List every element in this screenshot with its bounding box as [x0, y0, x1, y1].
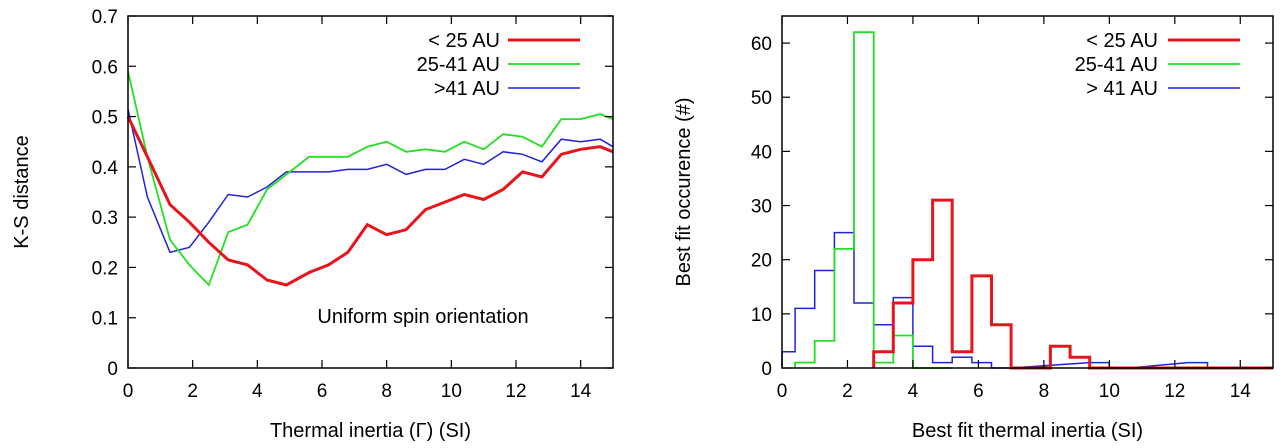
left-annotation: Uniform spin orientation [317, 306, 528, 328]
right-axis-ticks: 0 2 4 6 8 10 12 14 0 10 20 30 40 50 60 [751, 16, 1273, 402]
right-x-tick-label: 6 [973, 381, 984, 402]
right-series-line-2 [794, 31, 953, 369]
right-series-line-3 [781, 231, 1228, 369]
right-y-tick-label: 60 [751, 34, 772, 55]
left-x-tick-label: 12 [505, 381, 526, 402]
right-y-tick-label: 50 [751, 88, 772, 109]
right-series-group [781, 31, 1273, 370]
right-legend-label-1: < 25 AU [1086, 30, 1158, 52]
left-chart: 0 2 4 6 8 10 12 14 0 0.1 0.2 0.3 0.4 0.5 0.6 0.7 Therma… [11, 7, 614, 442]
left-y-tick-label: 0.3 [92, 208, 118, 229]
left-series-line-3 [127, 108, 614, 254]
right-y-tick-label: 30 [751, 197, 772, 218]
right-x-axis-label: Best fit thermal inertia (SI) [912, 420, 1143, 442]
left-x-tick-label: 6 [317, 381, 328, 402]
left-legend-label-1: < 25 AU [428, 30, 500, 52]
left-legend-label-2: 25-41 AU [417, 54, 500, 76]
left-series-line-1 [126, 115, 614, 287]
right-series-line-1 [872, 198, 1273, 370]
left-x-tick-label: 8 [381, 381, 392, 402]
right-x-tick-label: 0 [777, 381, 788, 402]
right-x-tick-label: 12 [1164, 381, 1185, 402]
left-legend-label-3: >41 AU [434, 78, 500, 100]
right-x-tick-label: 8 [1039, 381, 1050, 402]
right-x-tick-label: 4 [908, 381, 919, 402]
left-y-tick-label: 0.4 [92, 158, 119, 179]
left-x-tick-label: 4 [252, 381, 263, 402]
right-x-tick-label: 10 [1099, 381, 1120, 402]
left-y-tick-label: 0 [107, 359, 118, 380]
left-x-tick-label: 14 [570, 381, 592, 402]
left-plot-frame [127, 15, 614, 369]
right-legend-label-3: > 41 AU [1086, 78, 1158, 100]
left-y-tick-label: 0.6 [92, 57, 118, 78]
left-y-tick-label: 0.2 [92, 258, 118, 279]
right-legend-label-2: 25-41 AU [1075, 54, 1158, 76]
left-y-tick-label: 0.5 [92, 108, 118, 129]
left-x-tick-label: 10 [441, 381, 462, 402]
right-x-tick-label: 2 [842, 381, 853, 402]
left-y-tick-label: 0.7 [92, 7, 118, 28]
right-plot-frame [781, 15, 1274, 369]
left-y-tick-label: 0.1 [92, 309, 118, 330]
left-y-axis-label: K-S distance [11, 135, 33, 248]
right-y-tick-label: 0 [761, 359, 772, 380]
right-chart: 0 2 4 6 8 10 12 14 0 10 20 30 40 50 60 Best fit therma… [673, 15, 1274, 442]
left-x-axis-label: Thermal inertia (Γ) (SI) [270, 420, 471, 442]
left-x-tick-label: 2 [187, 381, 198, 402]
right-y-tick-label: 10 [751, 305, 772, 326]
right-y-tick-label: 20 [751, 251, 772, 272]
left-series-group [126, 71, 614, 287]
left-series-line-2 [127, 71, 614, 287]
left-axis-ticks: 0 2 4 6 8 10 12 14 0 0.1 0.2 0.3 0.4 0.5 0.6 0.7 [92, 7, 613, 402]
right-y-axis-label: Best fit occurence (#) [673, 98, 695, 287]
right-x-tick-label: 14 [1230, 381, 1252, 402]
right-y-tick-label: 40 [751, 142, 772, 163]
left-x-tick-label: 0 [123, 381, 134, 402]
